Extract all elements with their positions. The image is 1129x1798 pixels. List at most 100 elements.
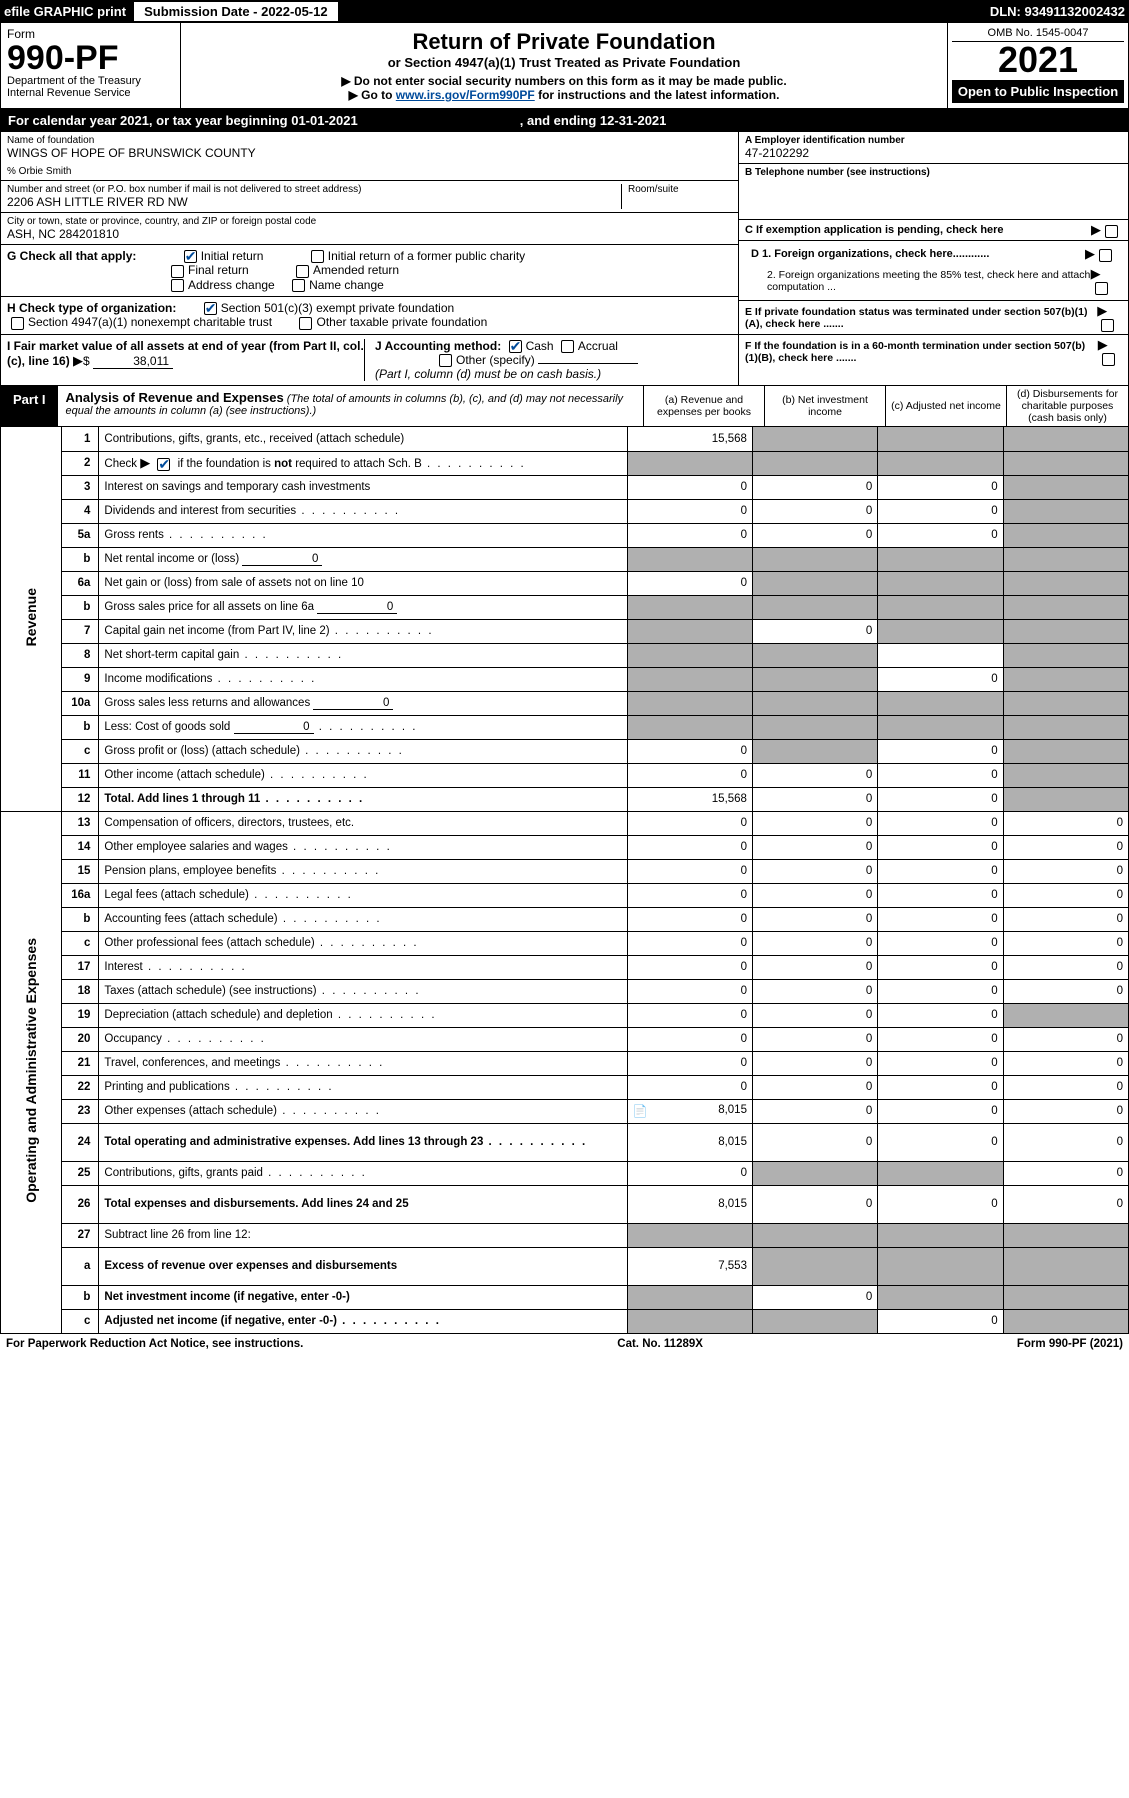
table-row: bAccounting fees (attach schedule)0000 <box>1 907 1129 931</box>
cell-c: 0 <box>878 835 1003 859</box>
cell-c <box>878 571 1003 595</box>
room-label: Room/suite <box>628 184 732 195</box>
line-number: 10a <box>62 691 99 715</box>
cell-b: 0 <box>752 787 877 811</box>
line-number: 7 <box>62 619 99 643</box>
4947-checkbox[interactable] <box>11 317 24 330</box>
table-row: Operating and Administrative Expenses13C… <box>1 811 1129 835</box>
line-description: Gross profit or (loss) (attach schedule) <box>99 739 627 763</box>
cell-d: 0 <box>1003 931 1128 955</box>
table-row: bNet investment income (if negative, ent… <box>1 1285 1129 1309</box>
cell-d <box>1003 547 1128 571</box>
accrual-checkbox[interactable] <box>561 340 574 353</box>
cell-b: 0 <box>752 523 877 547</box>
cell-d: 0 <box>1003 1099 1128 1123</box>
line-description: Net gain or (loss) from sale of assets n… <box>99 571 627 595</box>
f-checkbox[interactable] <box>1102 353 1115 366</box>
d2-checkbox[interactable] <box>1095 282 1108 295</box>
address-value: 2206 ASH LITTLE RIVER RD NW <box>7 195 621 209</box>
line-number: 25 <box>62 1161 99 1185</box>
d2-label: 2. Foreign organizations meeting the 85%… <box>767 269 1091 293</box>
line-description: Occupancy <box>99 1027 627 1051</box>
table-row: 9Income modifications0 <box>1 667 1129 691</box>
cell-c <box>878 715 1003 739</box>
cell-c: 0 <box>878 1051 1003 1075</box>
line-description: Other professional fees (attach schedule… <box>99 931 627 955</box>
line-number: c <box>62 739 99 763</box>
ein-value: 47-2102292 <box>745 146 1122 160</box>
line-number: 22 <box>62 1075 99 1099</box>
foundation-name-label: Name of foundation <box>7 135 732 146</box>
initial-former-checkbox[interactable] <box>311 250 324 263</box>
goto-note: ▶ Go to www.irs.gov/Form990PF for instru… <box>191 88 937 102</box>
line-number: 24 <box>62 1123 99 1161</box>
cell-a: 7,553 <box>627 1247 752 1285</box>
cell-a: 0 <box>627 931 752 955</box>
cell-b <box>752 1247 877 1285</box>
cell-a: 0 <box>627 883 752 907</box>
cell-a: 0 <box>627 835 752 859</box>
efile-topbar: efile GRAPHIC print Submission Date - 20… <box>0 0 1129 23</box>
cell-c: 0 <box>878 475 1003 499</box>
line-number: 23 <box>62 1099 99 1123</box>
cell-d: 0 <box>1003 1185 1128 1223</box>
phone-label: B Telephone number (see instructions) <box>745 167 1122 178</box>
col-d-header: (d) Disbursements for charitable purpose… <box>1007 386 1128 426</box>
identity-block: Name of foundation WINGS OF HOPE OF BRUN… <box>0 132 1129 386</box>
cell-d <box>1003 763 1128 787</box>
line-description: Dividends and interest from securities <box>99 499 627 523</box>
cash-checkbox[interactable] <box>509 340 522 353</box>
final-return-checkbox[interactable] <box>171 265 184 278</box>
line-description: Contributions, gifts, grants paid <box>99 1161 627 1185</box>
name-change-checkbox[interactable] <box>292 279 305 292</box>
h-label: H Check type of organization: <box>7 301 176 315</box>
line-number: 26 <box>62 1185 99 1223</box>
j-label: J Accounting method: <box>375 339 501 353</box>
col-b-header: (b) Net investment income <box>765 386 886 426</box>
501c3-checkbox[interactable] <box>204 302 217 315</box>
d1-checkbox[interactable] <box>1099 249 1112 262</box>
e-checkbox[interactable] <box>1101 319 1114 332</box>
f-label: F If the foundation is in a 60-month ter… <box>745 340 1098 364</box>
open-inspection: Open to Public Inspection <box>952 80 1124 103</box>
irs-link[interactable]: www.irs.gov/Form990PF <box>396 88 535 102</box>
ein-label: A Employer identification number <box>745 135 1122 146</box>
c-checkbox[interactable] <box>1105 225 1118 238</box>
table-row: cGross profit or (loss) (attach schedule… <box>1 739 1129 763</box>
table-row: 23Other expenses (attach schedule)📄8,015… <box>1 1099 1129 1123</box>
expenses-section-label: Operating and Administrative Expenses <box>1 811 62 1333</box>
form-title: Return of Private Foundation <box>191 29 937 55</box>
table-row: 25Contributions, gifts, grants paid00 <box>1 1161 1129 1185</box>
cell-c: 0 <box>878 1075 1003 1099</box>
other-method-checkbox[interactable] <box>439 354 452 367</box>
line-description: Interest on savings and temporary cash i… <box>99 475 627 499</box>
cell-d: 0 <box>1003 979 1128 1003</box>
line-description: Interest <box>99 955 627 979</box>
initial-return-checkbox[interactable] <box>184 250 197 263</box>
address-change-checkbox[interactable] <box>171 279 184 292</box>
sch-b-checkbox[interactable] <box>157 458 170 471</box>
cell-d <box>1003 571 1128 595</box>
amended-return-checkbox[interactable] <box>296 265 309 278</box>
line-number: 21 <box>62 1051 99 1075</box>
table-row: 12Total. Add lines 1 through 1115,56800 <box>1 787 1129 811</box>
line-number: 20 <box>62 1027 99 1051</box>
cell-c: 0 <box>878 931 1003 955</box>
cell-b <box>752 667 877 691</box>
table-row: 6aNet gain or (loss) from sale of assets… <box>1 571 1129 595</box>
cell-d: 0 <box>1003 1027 1128 1051</box>
cell-a: 15,568 <box>627 787 752 811</box>
attachment-icon[interactable]: 📄 <box>633 1104 648 1118</box>
efile-label[interactable]: efile GRAPHIC print <box>4 4 126 19</box>
line-number: 9 <box>62 667 99 691</box>
part1-title: Analysis of Revenue and Expenses <box>66 390 284 405</box>
line-number: c <box>62 1309 99 1333</box>
line-description: Contributions, gifts, grants, etc., rece… <box>99 427 627 451</box>
table-row: 18Taxes (attach schedule) (see instructi… <box>1 979 1129 1003</box>
other-taxable-checkbox[interactable] <box>299 317 312 330</box>
cell-d <box>1003 523 1128 547</box>
address-label: Number and street (or P.O. box number if… <box>7 184 621 195</box>
irs-label: Internal Revenue Service <box>7 87 174 99</box>
cell-a: 📄8,015 <box>627 1099 752 1123</box>
cell-b <box>752 595 877 619</box>
